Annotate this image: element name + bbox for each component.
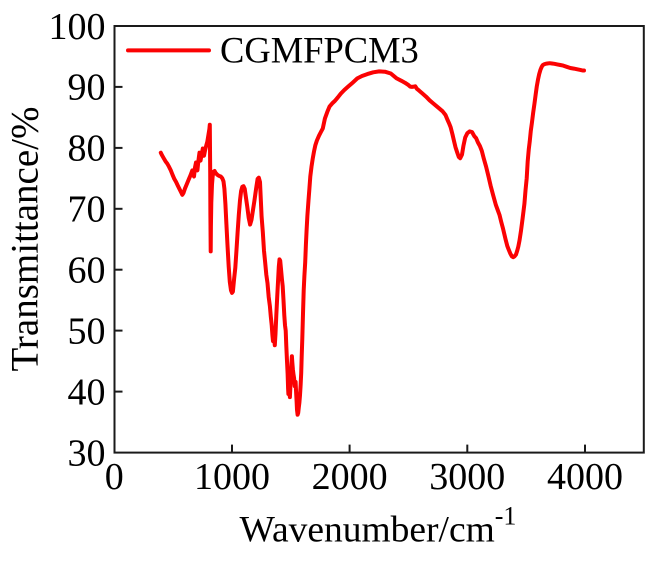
svg-text:Wavenumber/cm-1: Wavenumber/cm-1 [240, 502, 517, 551]
svg-text:60: 60 [68, 250, 106, 292]
svg-text:3000: 3000 [429, 456, 505, 498]
svg-text:40: 40 [68, 371, 106, 413]
svg-text:2000: 2000 [312, 456, 388, 498]
svg-text:80: 80 [68, 128, 106, 170]
svg-text:1000: 1000 [194, 456, 270, 498]
svg-text:90: 90 [68, 67, 106, 109]
svg-text:100: 100 [49, 6, 106, 48]
svg-text:Transmittance/%: Transmittance/% [4, 106, 47, 371]
svg-text:50: 50 [68, 310, 106, 352]
svg-text:70: 70 [68, 189, 106, 231]
svg-text:CGMFPCM3: CGMFPCM3 [220, 30, 419, 71]
svg-text:4000: 4000 [547, 456, 623, 498]
svg-text:30: 30 [68, 432, 106, 474]
svg-text:0: 0 [105, 456, 124, 498]
